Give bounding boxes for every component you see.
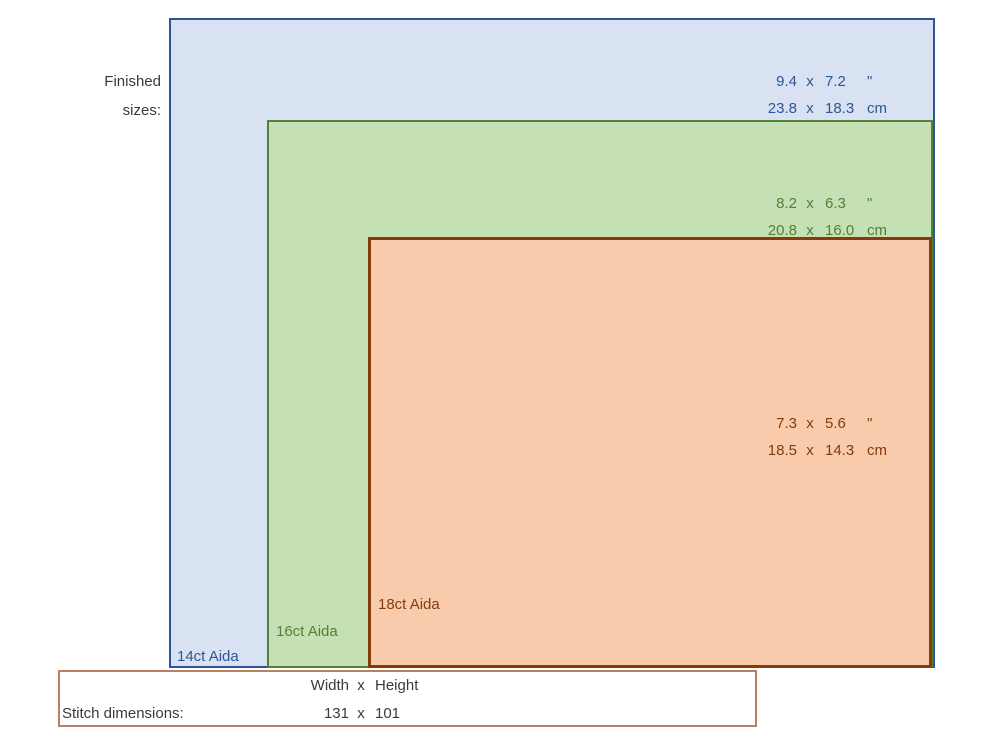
size-14ct-inches-width: 9.4 [776, 73, 797, 90]
size-14ct-inches-unit: " [867, 73, 873, 90]
fabric-label-16ct-aida: 16ct Aida [276, 623, 338, 640]
size-14ct-cm-unit: cm [867, 100, 887, 117]
stitch-header-height: Height [375, 677, 419, 694]
finished-size-14ct: 9.4 x 7.2 " 23.8 x 18.3 cm [752, 68, 901, 122]
size-14ct-cm-height: 18.3 [825, 100, 855, 117]
stitch-dimensions-box [58, 670, 757, 727]
size-18ct-cm-height: 14.3 [825, 442, 855, 459]
size-16ct-inches-unit: " [867, 195, 873, 212]
stitch-header-width: Width [310, 677, 349, 694]
size-16ct-cm-unit: cm [867, 222, 887, 239]
size-18ct-inches-height: 5.6 [825, 415, 846, 432]
fabric-rect-18ct-aida [368, 237, 932, 668]
stitch-header-spacer [62, 672, 239, 700]
fabric-label-14ct-aida: 14ct Aida [177, 648, 239, 665]
size-18ct-inches-unit: " [867, 415, 873, 432]
stitch-dimensions-content: Width x Height Stitch dimensions: 131 x … [62, 672, 493, 728]
size-16ct-cm-width: 20.8 [767, 222, 797, 239]
finished-sizes-caption-line2: sizes: [122, 102, 161, 119]
size-18ct-cm-unit: cm [867, 442, 887, 459]
stitch-value-sep: x [357, 705, 365, 722]
size-18ct-inches-sep: x [806, 415, 814, 432]
stitch-header-sep: x [357, 677, 365, 694]
fabric-label-18ct-aida: 18ct Aida [378, 596, 440, 613]
size-16ct-cm-height: 16.0 [825, 222, 855, 239]
size-14ct-inches-sep: x [806, 73, 814, 90]
size-16ct-inches-sep: x [806, 195, 814, 212]
size-14ct-inches-height: 7.2 [825, 73, 846, 90]
size-14ct-cm-width: 23.8 [767, 100, 797, 117]
size-16ct-inches-width: 8.2 [776, 195, 797, 212]
size-16ct-cm-sep: x [806, 222, 814, 239]
finished-sizes-caption-line1: Finished [104, 73, 161, 90]
stitch-value-height: 101 [375, 705, 401, 722]
stitch-dimensions-label: Stitch dimensions: [62, 705, 184, 722]
size-18ct-cm-width: 18.5 [767, 442, 797, 459]
size-18ct-inches-width: 7.3 [776, 415, 797, 432]
finished-size-16ct: 8.2 x 6.3 " 20.8 x 16.0 cm [752, 190, 901, 244]
size-18ct-cm-sep: x [806, 442, 814, 459]
size-16ct-inches-height: 6.3 [825, 195, 846, 212]
finished-sizes-caption: Finished sizes: [0, 67, 161, 125]
finished-size-18ct: 7.3 x 5.6 " 18.5 x 14.3 cm [752, 410, 901, 464]
size-14ct-cm-sep: x [806, 100, 814, 117]
stitch-value-width: 131 [323, 705, 349, 722]
